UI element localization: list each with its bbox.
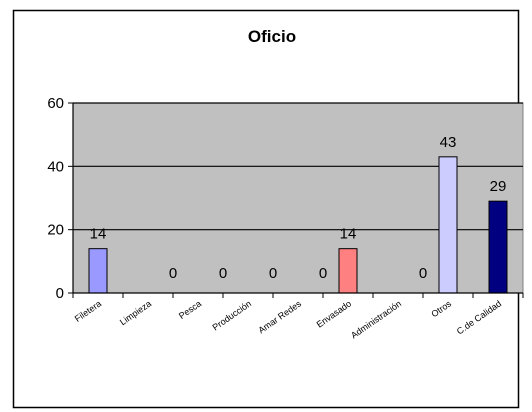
- data-label: 29: [490, 178, 507, 195]
- axes: [72, 103, 523, 294]
- y-tick-label: 60: [47, 95, 64, 112]
- data-label: 43: [440, 134, 457, 151]
- bar: [338, 248, 358, 294]
- data-labels: 14 0 0 0 0 14 0 43 29: [90, 134, 507, 282]
- data-label: 0: [419, 265, 427, 282]
- data-label: 0: [319, 265, 327, 282]
- data-label: 14: [340, 226, 357, 243]
- bar: [488, 200, 508, 294]
- bar: [88, 248, 108, 294]
- data-label: 0: [219, 265, 227, 282]
- y-tick-label: 0: [56, 285, 64, 302]
- data-label: 14: [90, 226, 107, 243]
- y-tick-label: 40: [47, 158, 64, 175]
- y-tick-label: 20: [47, 222, 64, 239]
- data-label: 0: [269, 265, 277, 282]
- chart-title: Oficio: [248, 27, 296, 46]
- data-label: 0: [169, 265, 177, 282]
- bars: [88, 156, 508, 294]
- y-axis-ticks: 0 20 40 60: [47, 95, 73, 302]
- bar: [438, 156, 458, 294]
